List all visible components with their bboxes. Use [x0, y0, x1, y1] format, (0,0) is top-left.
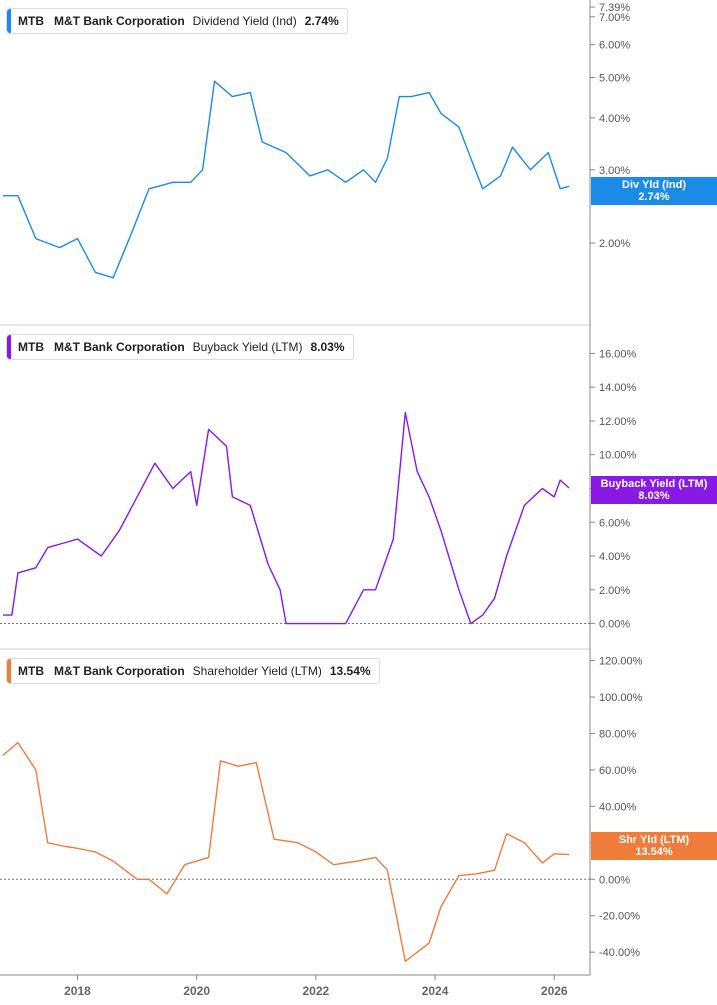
y-tick-label: 120.00%	[599, 656, 643, 668]
x-tick-label: 2026	[541, 984, 568, 998]
legend-swatch	[7, 335, 11, 359]
y-tick-label: 16.00%	[599, 348, 637, 360]
legend-company: M&T Bank Corporation	[54, 664, 185, 678]
x-tick-label: 2018	[64, 984, 91, 998]
x-tick-label: 2022	[303, 984, 330, 998]
legend-metric: Buyback Yield (LTM)	[192, 340, 303, 354]
y-tick-label: 3.00%	[599, 165, 630, 177]
legend-ticker: MTB	[18, 664, 44, 678]
y-tick-label: 2.00%	[599, 238, 630, 250]
badge-value: 8.03%	[638, 490, 670, 502]
legend-ticker: MTB	[18, 340, 44, 354]
y-tick-label: -20.00%	[599, 911, 640, 923]
legend-company: M&T Bank Corporation	[54, 14, 185, 28]
y-tick-label: 40.00%	[599, 801, 637, 813]
y-tick-label: 4.00%	[599, 113, 630, 125]
y-tick-label: 14.00%	[599, 382, 637, 394]
badge-label: Shr Yld (LTM)	[618, 834, 690, 846]
legend-metric: Shareholder Yield (LTM)	[192, 664, 322, 678]
y-tick-label: 5.00%	[599, 73, 630, 85]
legend-ticker: MTB	[18, 14, 44, 28]
legend-swatch	[7, 659, 11, 683]
legend-shareholder-yield: MTB M&T Bank Corporation Shareholder Yie…	[6, 658, 380, 684]
y-tick-label: 60.00%	[599, 765, 637, 777]
y-tick-label: 2.00%	[599, 585, 630, 597]
x-tick-label: 2024	[422, 984, 449, 998]
badge-value: 13.54%	[635, 846, 673, 858]
legend-buyback-yield: MTB M&T Bank Corporation Buyback Yield (…	[6, 334, 354, 360]
legend-dividend-yield: MTB M&T Bank Corporation Dividend Yield …	[6, 8, 348, 34]
y-tick-label: 0.00%	[599, 874, 630, 886]
y-tick-label: 6.00%	[599, 40, 630, 52]
badge-value: 2.74%	[638, 191, 670, 203]
y-tick-label: 12.00%	[599, 416, 637, 428]
series-line-1	[3, 411, 570, 625]
y-tick-label: -40.00%	[599, 947, 640, 959]
series-line-0	[3, 80, 570, 279]
y-tick-label: 0.00%	[599, 619, 630, 631]
y-tick-label: 10.00%	[599, 450, 637, 462]
y-tick-label: 100.00%	[599, 692, 643, 704]
y-tick-label: 7.00%	[599, 12, 630, 24]
x-tick-label: 2020	[183, 984, 210, 998]
legend-value: 2.74%	[304, 14, 339, 28]
y-tick-label: 80.00%	[599, 728, 637, 740]
legend-metric: Dividend Yield (Ind)	[192, 14, 297, 28]
y-tick-label: 4.00%	[599, 551, 630, 563]
badge-dividend-yield: Div Yld (Ind) 2.74%	[591, 177, 717, 205]
badge-label: Div Yld (Ind)	[622, 179, 686, 191]
legend-swatch	[7, 9, 11, 33]
legend-value: 13.54%	[329, 664, 371, 678]
y-tick-label: 7.39%	[599, 2, 630, 14]
badge-buyback-yield: Buyback Yield (LTM) 8.03%	[591, 476, 717, 504]
series-line-2	[2, 741, 570, 962]
legend-value: 8.03%	[310, 340, 345, 354]
legend-company: M&T Bank Corporation	[54, 340, 185, 354]
y-tick-label: 6.00%	[599, 517, 630, 529]
badge-label: Buyback Yield (LTM)	[600, 478, 708, 490]
badge-shareholder-yield: Shr Yld (LTM) 13.54%	[591, 832, 717, 860]
